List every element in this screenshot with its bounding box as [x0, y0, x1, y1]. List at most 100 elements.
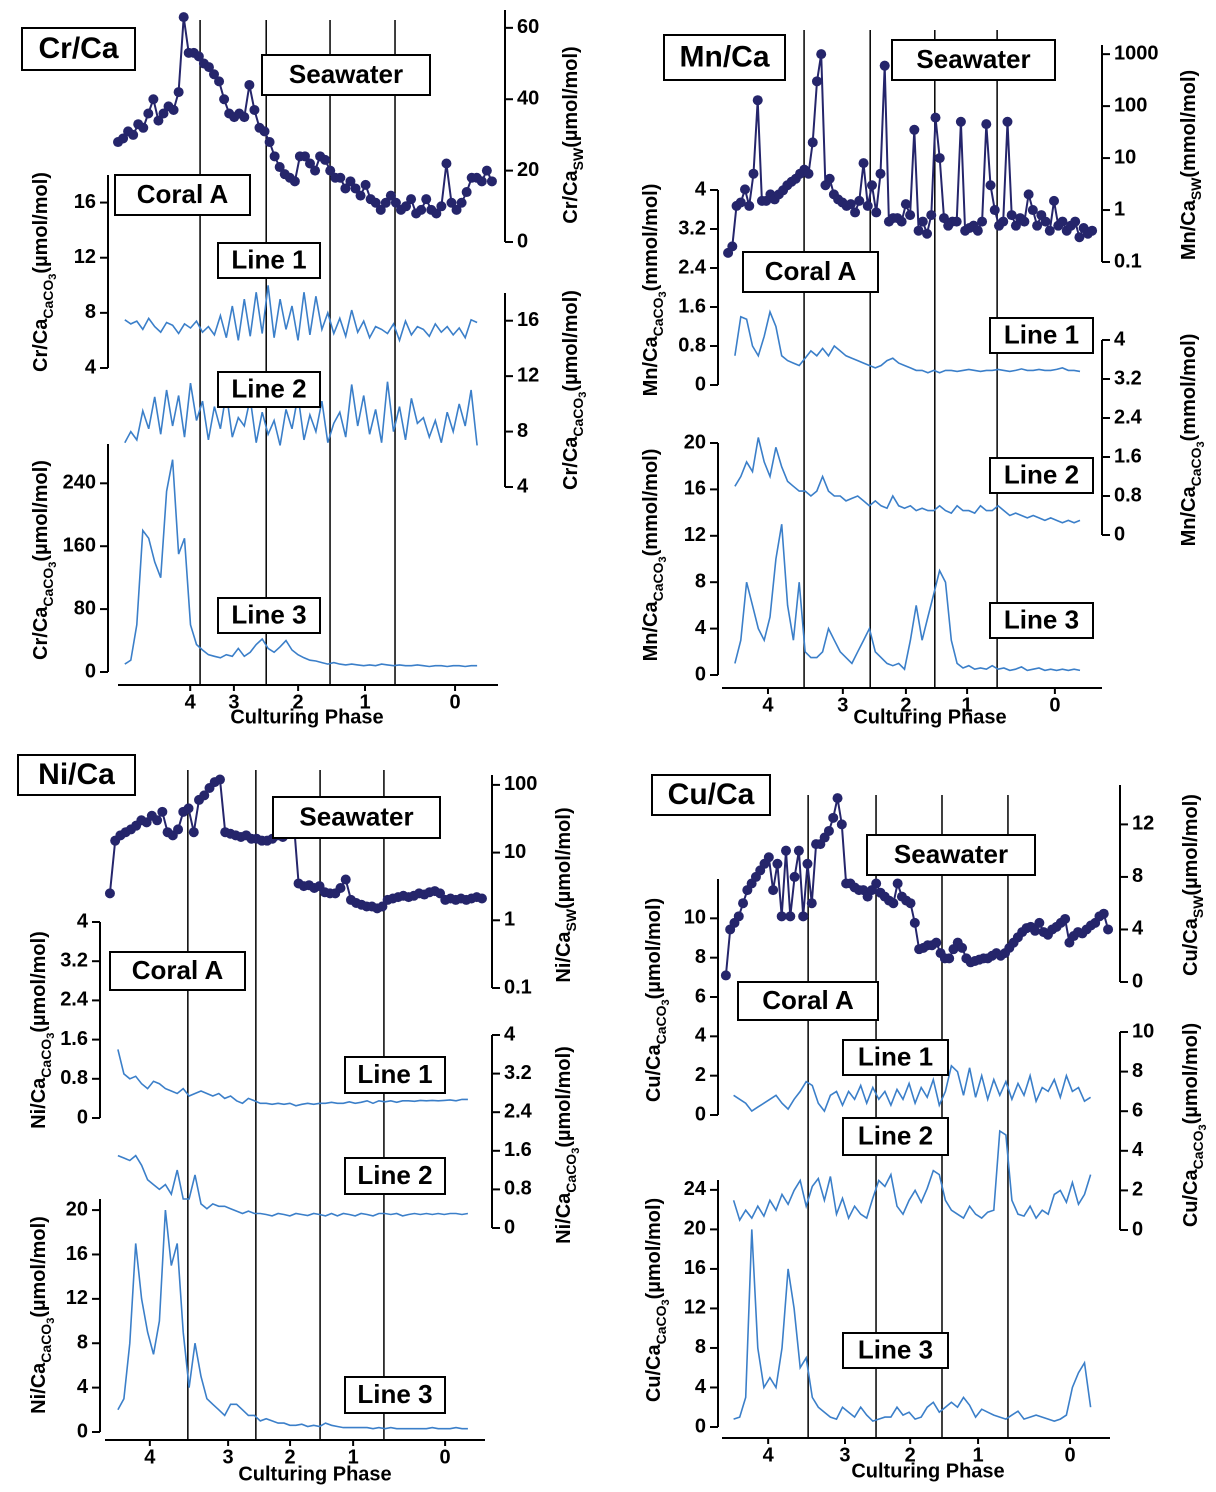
data-point: [867, 180, 878, 191]
data-point: [1032, 220, 1043, 231]
x-tick-label: 0: [449, 691, 460, 713]
data-point: [431, 208, 442, 219]
y-tick-label: 10: [1114, 146, 1136, 168]
data-point: [406, 194, 417, 205]
y-axis-title-part: CaCO: [570, 398, 586, 437]
data-point: [249, 104, 260, 115]
y-axis-title-part: 3: [47, 274, 59, 280]
y-axis-title-part: CaCO: [1188, 447, 1204, 486]
y-axis-title-part: (µmol/mol): [1180, 1023, 1202, 1125]
data-point: [168, 104, 179, 115]
coral-label: Coral A: [765, 256, 857, 286]
data-point: [738, 898, 749, 909]
x-tick-label: 3: [223, 1446, 234, 1468]
data-point: [824, 173, 835, 184]
data-point: [416, 204, 427, 215]
data-point: [1103, 924, 1114, 935]
y-tick-label: 16: [74, 191, 96, 213]
data-point: [727, 241, 738, 252]
y-axis-title-part: Ni/Ca: [553, 931, 575, 983]
data-point: [806, 898, 817, 909]
x-tick-label: 4: [185, 691, 197, 713]
y-axis-title-part: SW: [1190, 895, 1206, 918]
y-axis-title: Cu/CaCaCO3(µmol/mol): [1180, 1023, 1209, 1227]
series-label: Line 1: [357, 1059, 432, 1089]
y-axis-title-part: Cr/Ca: [560, 169, 582, 223]
data-point: [385, 190, 396, 201]
data-point: [998, 216, 1009, 227]
series-label: Line 3: [858, 1334, 933, 1364]
y-axis-title-part: 3: [577, 392, 589, 398]
data-point: [380, 197, 391, 208]
y-tick-label: 0: [504, 1216, 515, 1238]
x-tick-label: 0: [1049, 694, 1060, 716]
data-point: [871, 878, 882, 889]
series-label-box: [842, 1332, 949, 1369]
y-tick-label: 2: [695, 1064, 706, 1086]
data-point: [143, 108, 154, 119]
series-label: Seawater: [916, 44, 1030, 74]
data-point: [486, 176, 497, 187]
data-point: [118, 133, 129, 144]
y-axis-title-part: CaCO: [38, 1039, 54, 1078]
data-point: [370, 197, 381, 208]
data-point: [816, 49, 827, 60]
y-tick-label: 12: [74, 246, 96, 268]
data-line: [124, 285, 478, 343]
data-point: [735, 197, 746, 208]
data-point: [875, 168, 886, 179]
data-point: [803, 168, 814, 179]
data-point: [183, 803, 194, 814]
y-tick-label: 0: [77, 1106, 88, 1128]
data-point: [1010, 220, 1021, 231]
y-tick-label: 1000: [1114, 42, 1159, 64]
data-point: [104, 888, 115, 899]
data-point: [320, 154, 331, 165]
data-point: [355, 190, 366, 201]
data-point: [896, 216, 907, 227]
y-axis-title-part: SW: [563, 908, 579, 931]
x-axis-title: Culturing Phase: [851, 1460, 1004, 1482]
y-tick-label: 8: [517, 420, 528, 442]
y-axis-title-part: Cu/Ca: [643, 1044, 665, 1103]
y-tick-label: 12: [684, 524, 706, 546]
y-axis-title: Cr/CaSW(µmol/mol): [560, 46, 585, 223]
panel-title-box: [21, 27, 136, 71]
y-tick-label: 3.2: [504, 1062, 532, 1084]
y-axis-title-part: Ni/Ca: [28, 1077, 50, 1129]
data-point: [957, 942, 968, 953]
data-point: [274, 162, 285, 173]
panel-title-box: [663, 34, 786, 81]
data-point: [744, 200, 755, 211]
y-tick-label: 80: [74, 597, 96, 619]
panel-title: Cu/Ca: [668, 778, 755, 811]
data-line: [734, 309, 1081, 374]
y-axis-title-part: (µmol/mol): [30, 172, 52, 274]
x-tick-label: 4: [763, 1444, 775, 1466]
y-axis-title: Mn/CaCaCO3(mmol/mol): [640, 184, 669, 397]
y-tick-label: 16: [517, 309, 539, 331]
y-axis-title-part: Cr/Ca: [30, 606, 52, 660]
data-point: [1030, 925, 1041, 936]
data-point: [768, 885, 779, 896]
data-point: [244, 79, 255, 90]
data-point: [823, 825, 834, 836]
data-point: [340, 183, 351, 194]
data-point: [905, 898, 916, 909]
y-tick-label: 8: [1132, 1060, 1143, 1082]
series-label-box: [344, 1056, 446, 1094]
y-axis-title-part: Ni/Ca: [553, 1192, 575, 1244]
y-axis-title-part: CaCO: [40, 280, 56, 319]
y-axis-title-part: (mmol/mol): [1178, 334, 1200, 442]
data-point: [203, 62, 214, 73]
series-label: Line 1: [231, 244, 306, 274]
data-point: [1098, 908, 1109, 919]
y-axis-title-part: (mmol/mol): [1178, 70, 1200, 178]
data-point: [854, 195, 865, 206]
series-label-box: [842, 1117, 949, 1156]
data-point: [1006, 210, 1017, 221]
y-axis-title-part: Cr/Ca: [30, 318, 52, 372]
y-axis-title-part: (µmol/mol): [28, 1216, 50, 1318]
y-tick-label: 3.2: [60, 949, 88, 971]
data-point: [153, 115, 164, 126]
